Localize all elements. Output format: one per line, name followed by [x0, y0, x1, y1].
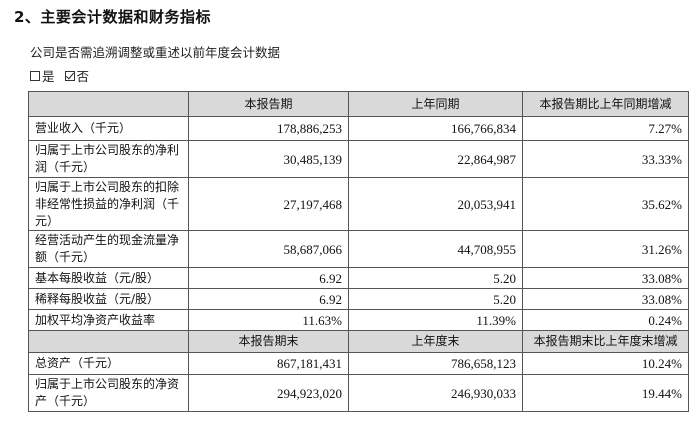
- choice-no-label: 否: [76, 69, 90, 84]
- restatement-question: 公司是否需追溯调整或重述以前年度会计数据: [30, 45, 281, 60]
- cell-value: 10.24%: [522, 352, 689, 375]
- cell-value: 5.20: [348, 267, 523, 289]
- row-label: 加权平均净资产收益率: [28, 309, 189, 331]
- cell-value: 30,485,139: [188, 140, 349, 178]
- cell-value: 11.39%: [348, 309, 523, 331]
- table-row: 归属于上市公司股东的净利润（千元） 30,485,139 22,864,987 …: [28, 140, 689, 178]
- cell-value: 44,708,955: [348, 230, 523, 268]
- cell-value: 22,864,987: [348, 140, 523, 178]
- table-row: 总资产（千元） 867,181,431 786,658,123 10.24%: [28, 352, 689, 375]
- cell-value: 11.63%: [188, 309, 349, 331]
- cell-value: 27,197,468: [188, 177, 349, 231]
- cell-value: 31.26%: [522, 230, 689, 268]
- table-row: 基本每股收益（元/股） 6.92 5.20 33.08%: [28, 267, 689, 289]
- table-row: 归属于上市公司股东的扣除非经常性损益的净利润（千元） 27,197,468 20…: [28, 177, 689, 231]
- row-label: 归属于上市公司股东的净利润（千元）: [28, 140, 189, 178]
- cell-value: 867,181,431: [188, 352, 349, 375]
- header-cell: [28, 330, 189, 353]
- cell-value: 166,766,834: [348, 116, 523, 141]
- header-cell: 上年同期: [348, 91, 523, 117]
- header-cell: 本报告期: [188, 91, 349, 117]
- restatement-choice: 是 否: [30, 66, 89, 85]
- cell-value: 5.20: [348, 288, 523, 310]
- cell-value: 294,923,020: [188, 374, 349, 412]
- cell-value: 33.08%: [522, 267, 689, 289]
- table-row: 加权平均净资产收益率 11.63% 11.39% 0.24%: [28, 309, 689, 331]
- header-cell: [28, 91, 189, 117]
- cell-value: 6.92: [188, 288, 349, 310]
- cell-value: 246,930,033: [348, 374, 523, 412]
- row-label: 归属于上市公司股东的扣除非经常性损益的净利润（千元）: [28, 177, 189, 231]
- table-row: 经营活动产生的现金流量净额（千元） 58,687,066 44,708,955 …: [28, 230, 689, 268]
- row-label: 总资产（千元）: [28, 352, 189, 375]
- cell-value: 58,687,066: [188, 230, 349, 268]
- row-label: 基本每股收益（元/股）: [28, 267, 189, 289]
- cell-value: 178,886,253: [188, 116, 349, 141]
- cell-value: 786,658,123: [348, 352, 523, 375]
- cell-value: 35.62%: [522, 177, 689, 231]
- row-label: 营业收入（千元）: [28, 116, 189, 141]
- cell-value: 20,053,941: [348, 177, 523, 231]
- cell-value: 19.44%: [522, 374, 689, 412]
- header-cell: 本报告期末: [188, 330, 349, 353]
- cell-value: 7.27%: [522, 116, 689, 141]
- cell-value: 33.08%: [522, 288, 689, 310]
- row-label: 经营活动产生的现金流量净额（千元）: [28, 230, 189, 268]
- header-cell: 上年度末: [348, 330, 523, 353]
- section-title: 2、主要会计数据和财务指标: [14, 8, 211, 26]
- cell-value: 6.92: [188, 267, 349, 289]
- header-cell: 本报告期末比上年度末增减: [522, 330, 689, 353]
- table-header-row: 本报告期末 上年度末 本报告期末比上年度末增减: [28, 330, 689, 353]
- checkbox-yes-icon: [30, 70, 40, 81]
- choice-yes-label: 是: [42, 69, 55, 84]
- header-cell: 本报告期比上年同期增减: [522, 91, 689, 117]
- table-row: 营业收入（千元） 178,886,253 166,766,834 7.27%: [28, 116, 689, 141]
- cell-value: 33.33%: [522, 140, 689, 178]
- table-header-row: 本报告期 上年同期 本报告期比上年同期增减: [28, 91, 689, 117]
- table-row: 归属于上市公司股东的净资产（千元） 294,923,020 246,930,03…: [28, 374, 689, 412]
- table-row: 稀释每股收益（元/股） 6.92 5.20 33.08%: [28, 288, 689, 310]
- checkbox-no-checked-icon: [64, 70, 75, 81]
- row-label: 稀释每股收益（元/股）: [28, 288, 189, 310]
- cell-value: 0.24%: [522, 309, 689, 331]
- row-label: 归属于上市公司股东的净资产（千元）: [28, 374, 189, 412]
- financial-data-table: 本报告期 上年同期 本报告期比上年同期增减 营业收入（千元） 178,886,2…: [28, 91, 689, 412]
